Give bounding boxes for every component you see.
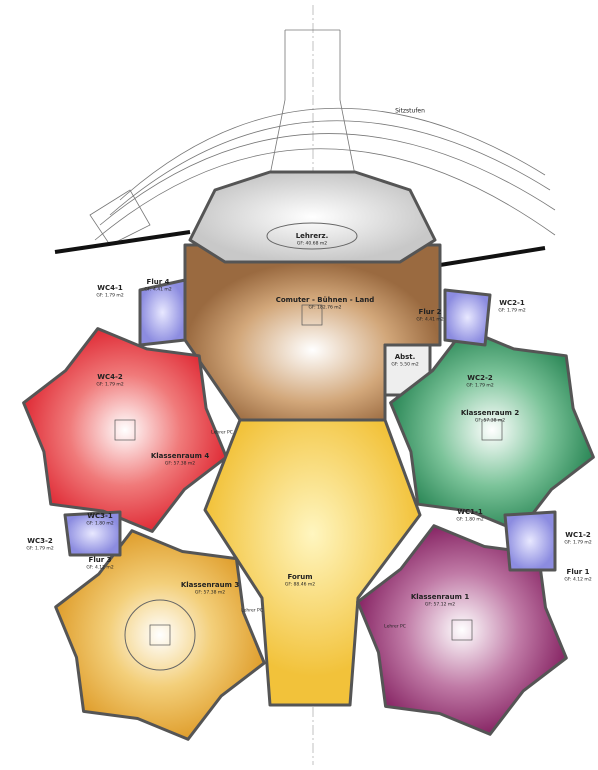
room-name: WC4-1 bbox=[97, 284, 123, 292]
room bbox=[54, 529, 266, 741]
room-area: GF: 1.79 m2 bbox=[564, 540, 592, 546]
room bbox=[203, 418, 422, 707]
room-area: GF: 57.12 m2 bbox=[425, 602, 455, 608]
room-area: GF: 4.41 m2 bbox=[416, 317, 444, 323]
wc-area bbox=[63, 510, 122, 557]
wc-area bbox=[138, 278, 187, 347]
wc-area bbox=[443, 288, 492, 347]
wc-area bbox=[503, 510, 557, 572]
marker bbox=[114, 419, 136, 441]
layout bbox=[54, 5, 556, 765]
marker bbox=[149, 624, 171, 646]
marker bbox=[481, 419, 503, 441]
room-name: Flur 1 bbox=[567, 568, 590, 576]
labels: Sitzstufen Lehrer PC Lehrer PC Lehrer PC… bbox=[26, 108, 592, 630]
table bbox=[266, 222, 358, 250]
room-name: Klassenraum 1 bbox=[411, 593, 470, 601]
room-name: Klassenraum 4 bbox=[151, 452, 210, 460]
room-name: Flur 3 bbox=[89, 556, 112, 564]
room bbox=[188, 170, 437, 264]
room-area: GF: 1.79 m2 bbox=[96, 293, 124, 299]
room-name: WC2-2 bbox=[467, 374, 493, 382]
room-name: Flur 2 bbox=[419, 308, 442, 316]
room bbox=[22, 327, 228, 533]
room-name: Flur 4 bbox=[147, 278, 170, 286]
rooms bbox=[22, 170, 595, 741]
room-name: WC1-2 bbox=[565, 531, 591, 539]
room-area: GF: 182.76 m2 bbox=[308, 305, 341, 311]
room-area: GF: 40.68 m2 bbox=[297, 241, 327, 247]
room-area: GF: 4.12 m2 bbox=[564, 577, 592, 583]
step bbox=[99, 133, 556, 226]
room-name: Klassenraum 2 bbox=[461, 409, 520, 417]
marker bbox=[301, 304, 323, 326]
room-name: Klassenraum 3 bbox=[181, 581, 240, 589]
room-area: GF: 57.38 m2 bbox=[165, 461, 195, 467]
room-name: Abst. bbox=[395, 353, 416, 361]
wall bbox=[54, 230, 191, 254]
room-area: GF: 1.80 m2 bbox=[86, 521, 114, 527]
step bbox=[94, 148, 556, 241]
room-area: GF: 1.79 m2 bbox=[26, 546, 54, 552]
step bbox=[109, 120, 551, 216]
pc-label: Lehrer PC bbox=[384, 624, 406, 630]
room-area: GF: 1.79 m2 bbox=[96, 382, 124, 388]
room-area: GF: 1.79 m2 bbox=[466, 383, 494, 389]
table bbox=[124, 599, 196, 671]
room-area: GF: 1.79 m2 bbox=[498, 308, 526, 314]
room-area: GF: 1.80 m2 bbox=[456, 517, 484, 523]
room-name: WC3-1 bbox=[87, 512, 113, 520]
wall bbox=[439, 246, 546, 267]
room-name: WC4-2 bbox=[97, 373, 123, 381]
room-name: WC2-1 bbox=[499, 299, 525, 307]
stair bbox=[89, 189, 151, 246]
pc-label: Lehrer PC bbox=[241, 608, 263, 614]
pc-label: Lehrer PC bbox=[211, 430, 233, 436]
stair bbox=[269, 29, 356, 176]
room-name: WC1-1 bbox=[457, 508, 483, 516]
room-area: GF: 57.38 m2 bbox=[475, 418, 505, 424]
room-area: GF: 57.38 m2 bbox=[195, 590, 225, 596]
marker bbox=[451, 619, 473, 641]
step bbox=[119, 107, 546, 201]
room-area: GF: 4.41 m2 bbox=[144, 287, 172, 293]
room-name: Lehrerz. bbox=[296, 232, 329, 240]
room-area: GF: 4.12 m2 bbox=[86, 565, 114, 571]
room-name: Comuter - Bühnen - Land bbox=[276, 296, 375, 304]
room-name: WC3-2 bbox=[27, 537, 53, 545]
seating-label: Sitzstufen bbox=[395, 108, 425, 115]
room-area: GF: 88.46 m2 bbox=[285, 582, 315, 588]
room-name: Forum bbox=[287, 573, 312, 581]
room-area: GF: 5.50 m2 bbox=[391, 362, 419, 368]
